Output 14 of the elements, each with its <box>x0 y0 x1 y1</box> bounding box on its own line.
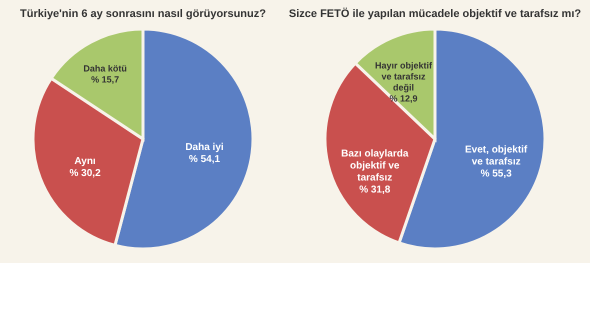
data-label: % 31,8 <box>359 184 391 196</box>
data-label: % 12,9 <box>389 93 418 104</box>
data-label: % 30,2 <box>70 168 102 180</box>
slice-label: Bazı olaylarda objektif ve tarafsız <box>341 148 409 184</box>
slice-label: Aynı <box>74 156 96 168</box>
slice-label: Daha kötü <box>83 64 127 74</box>
data-label: % 55,3 <box>480 168 512 180</box>
slice-label: Hayır objektif ve tarafsız değil <box>374 60 433 92</box>
slice-label: Evet, objektif ve tarafsız <box>465 144 528 168</box>
data-label: % 15,7 <box>91 74 120 85</box>
chart-title: Sizce FETÖ ile yapılan mücadele objektif ve tarafsız mı? <box>288 7 582 20</box>
slice-label: Daha iyi <box>185 142 224 153</box>
data-label: % 54,1 <box>188 154 220 165</box>
chart-title: Türkiye'nin 6 ay sonrasını nasıl görüyorsunuz? <box>20 8 266 20</box>
